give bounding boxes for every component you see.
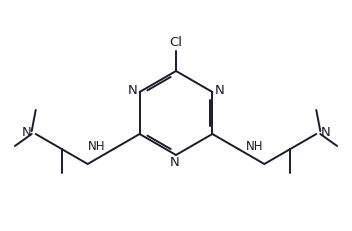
Text: N: N <box>214 83 224 97</box>
Text: N: N <box>128 83 138 97</box>
Text: N: N <box>22 127 32 140</box>
Text: NH: NH <box>88 140 106 152</box>
Text: Cl: Cl <box>170 36 182 49</box>
Text: NH: NH <box>246 140 264 152</box>
Text: N: N <box>170 155 180 168</box>
Text: N: N <box>320 127 330 140</box>
